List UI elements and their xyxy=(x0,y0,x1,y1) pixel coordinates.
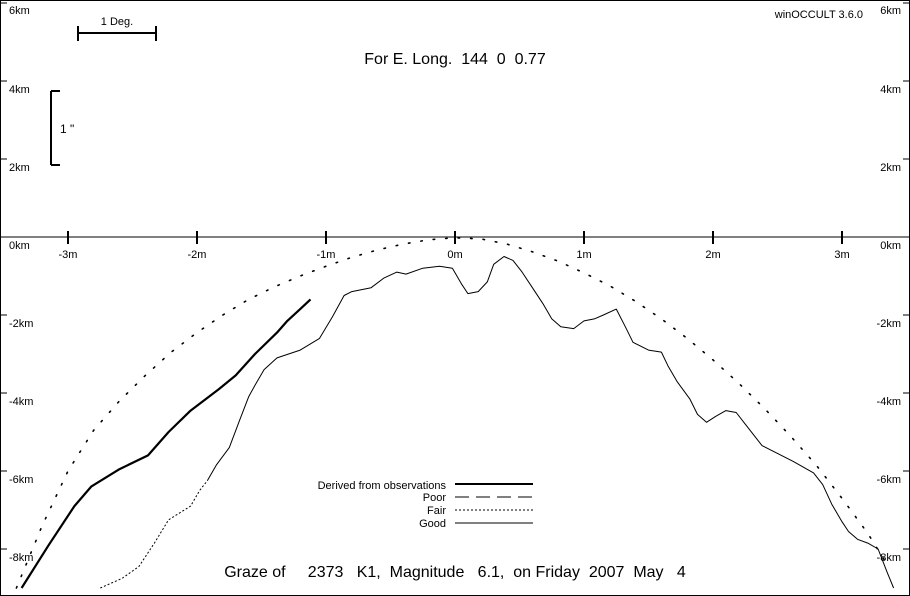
y-tick-label-right: -4km xyxy=(877,396,901,408)
y-axis-ticks: 6km 6km 4km 4km 2km 2km 0km 0km -2km -2km -4km -4km… xyxy=(0,2,910,564)
legend-label: Derived from observations xyxy=(318,480,447,492)
y-tick-label-left: 4km xyxy=(9,84,30,96)
legend-item: Fair xyxy=(427,505,533,517)
series-line-thin xyxy=(206,256,895,589)
y-tick-label-right: -6km xyxy=(877,474,901,486)
legend: Derived from observations Poor Fair Good xyxy=(318,480,533,530)
series-line-thick xyxy=(20,298,312,589)
y-tick-label-left: -8km xyxy=(9,552,33,564)
y-tick-label-left: 6km xyxy=(9,5,30,17)
legend-item: Good xyxy=(419,518,533,530)
graze-title: Graze of 2373 K1, Magnitude 6.1, on Frid… xyxy=(224,564,686,581)
x-tick-label: -3m xyxy=(59,249,78,261)
y-tick-label-left: -2km xyxy=(9,318,33,330)
x-tick-label: 1m xyxy=(576,249,591,261)
y-tick-label-left: -4km xyxy=(9,396,33,408)
series-line-sparse-dotted xyxy=(15,237,888,589)
scale-bar-degree: 1 Deg. xyxy=(77,16,157,41)
y-tick-label-right: 6km xyxy=(880,5,901,17)
profile-series xyxy=(15,237,895,589)
y-tick-label-right: 2km xyxy=(880,162,901,174)
x-axis-ticks: -3m -2m -1m 0m 1m 2m 3m xyxy=(59,231,850,261)
scale-bar-arcsec-label: 1 " xyxy=(60,122,74,136)
legend-item: Poor xyxy=(423,492,533,504)
x-tick-label: -2m xyxy=(188,249,207,261)
x-tick-label: 3m xyxy=(834,249,849,261)
y-tick-label-left: 2km xyxy=(9,162,30,174)
x-tick-label: -1m xyxy=(317,249,336,261)
y-tick-label-right: 0km xyxy=(880,240,901,252)
longitude-title: For E. Long. 144 0 0.77 xyxy=(364,51,546,68)
legend-label: Fair xyxy=(427,505,446,517)
y-tick-label-right: 4km xyxy=(880,84,901,96)
legend-label: Poor xyxy=(423,492,447,504)
series-line-dotted xyxy=(100,480,208,589)
legend-label: Good xyxy=(419,518,446,530)
y-tick-label-left: -6km xyxy=(9,474,33,486)
x-tick-label: 2m xyxy=(705,249,720,261)
scale-bar-arcsec: 1 " xyxy=(50,90,74,166)
scale-bar-degree-label: 1 Deg. xyxy=(101,16,133,28)
legend-item: Derived from observations xyxy=(318,480,533,492)
y-tick-label-left: 0km xyxy=(9,240,30,252)
version-label: winOCCULT 3.6.0 xyxy=(774,9,863,21)
y-tick-label-right: -2km xyxy=(877,318,901,330)
x-tick-label: 0m xyxy=(447,249,462,261)
